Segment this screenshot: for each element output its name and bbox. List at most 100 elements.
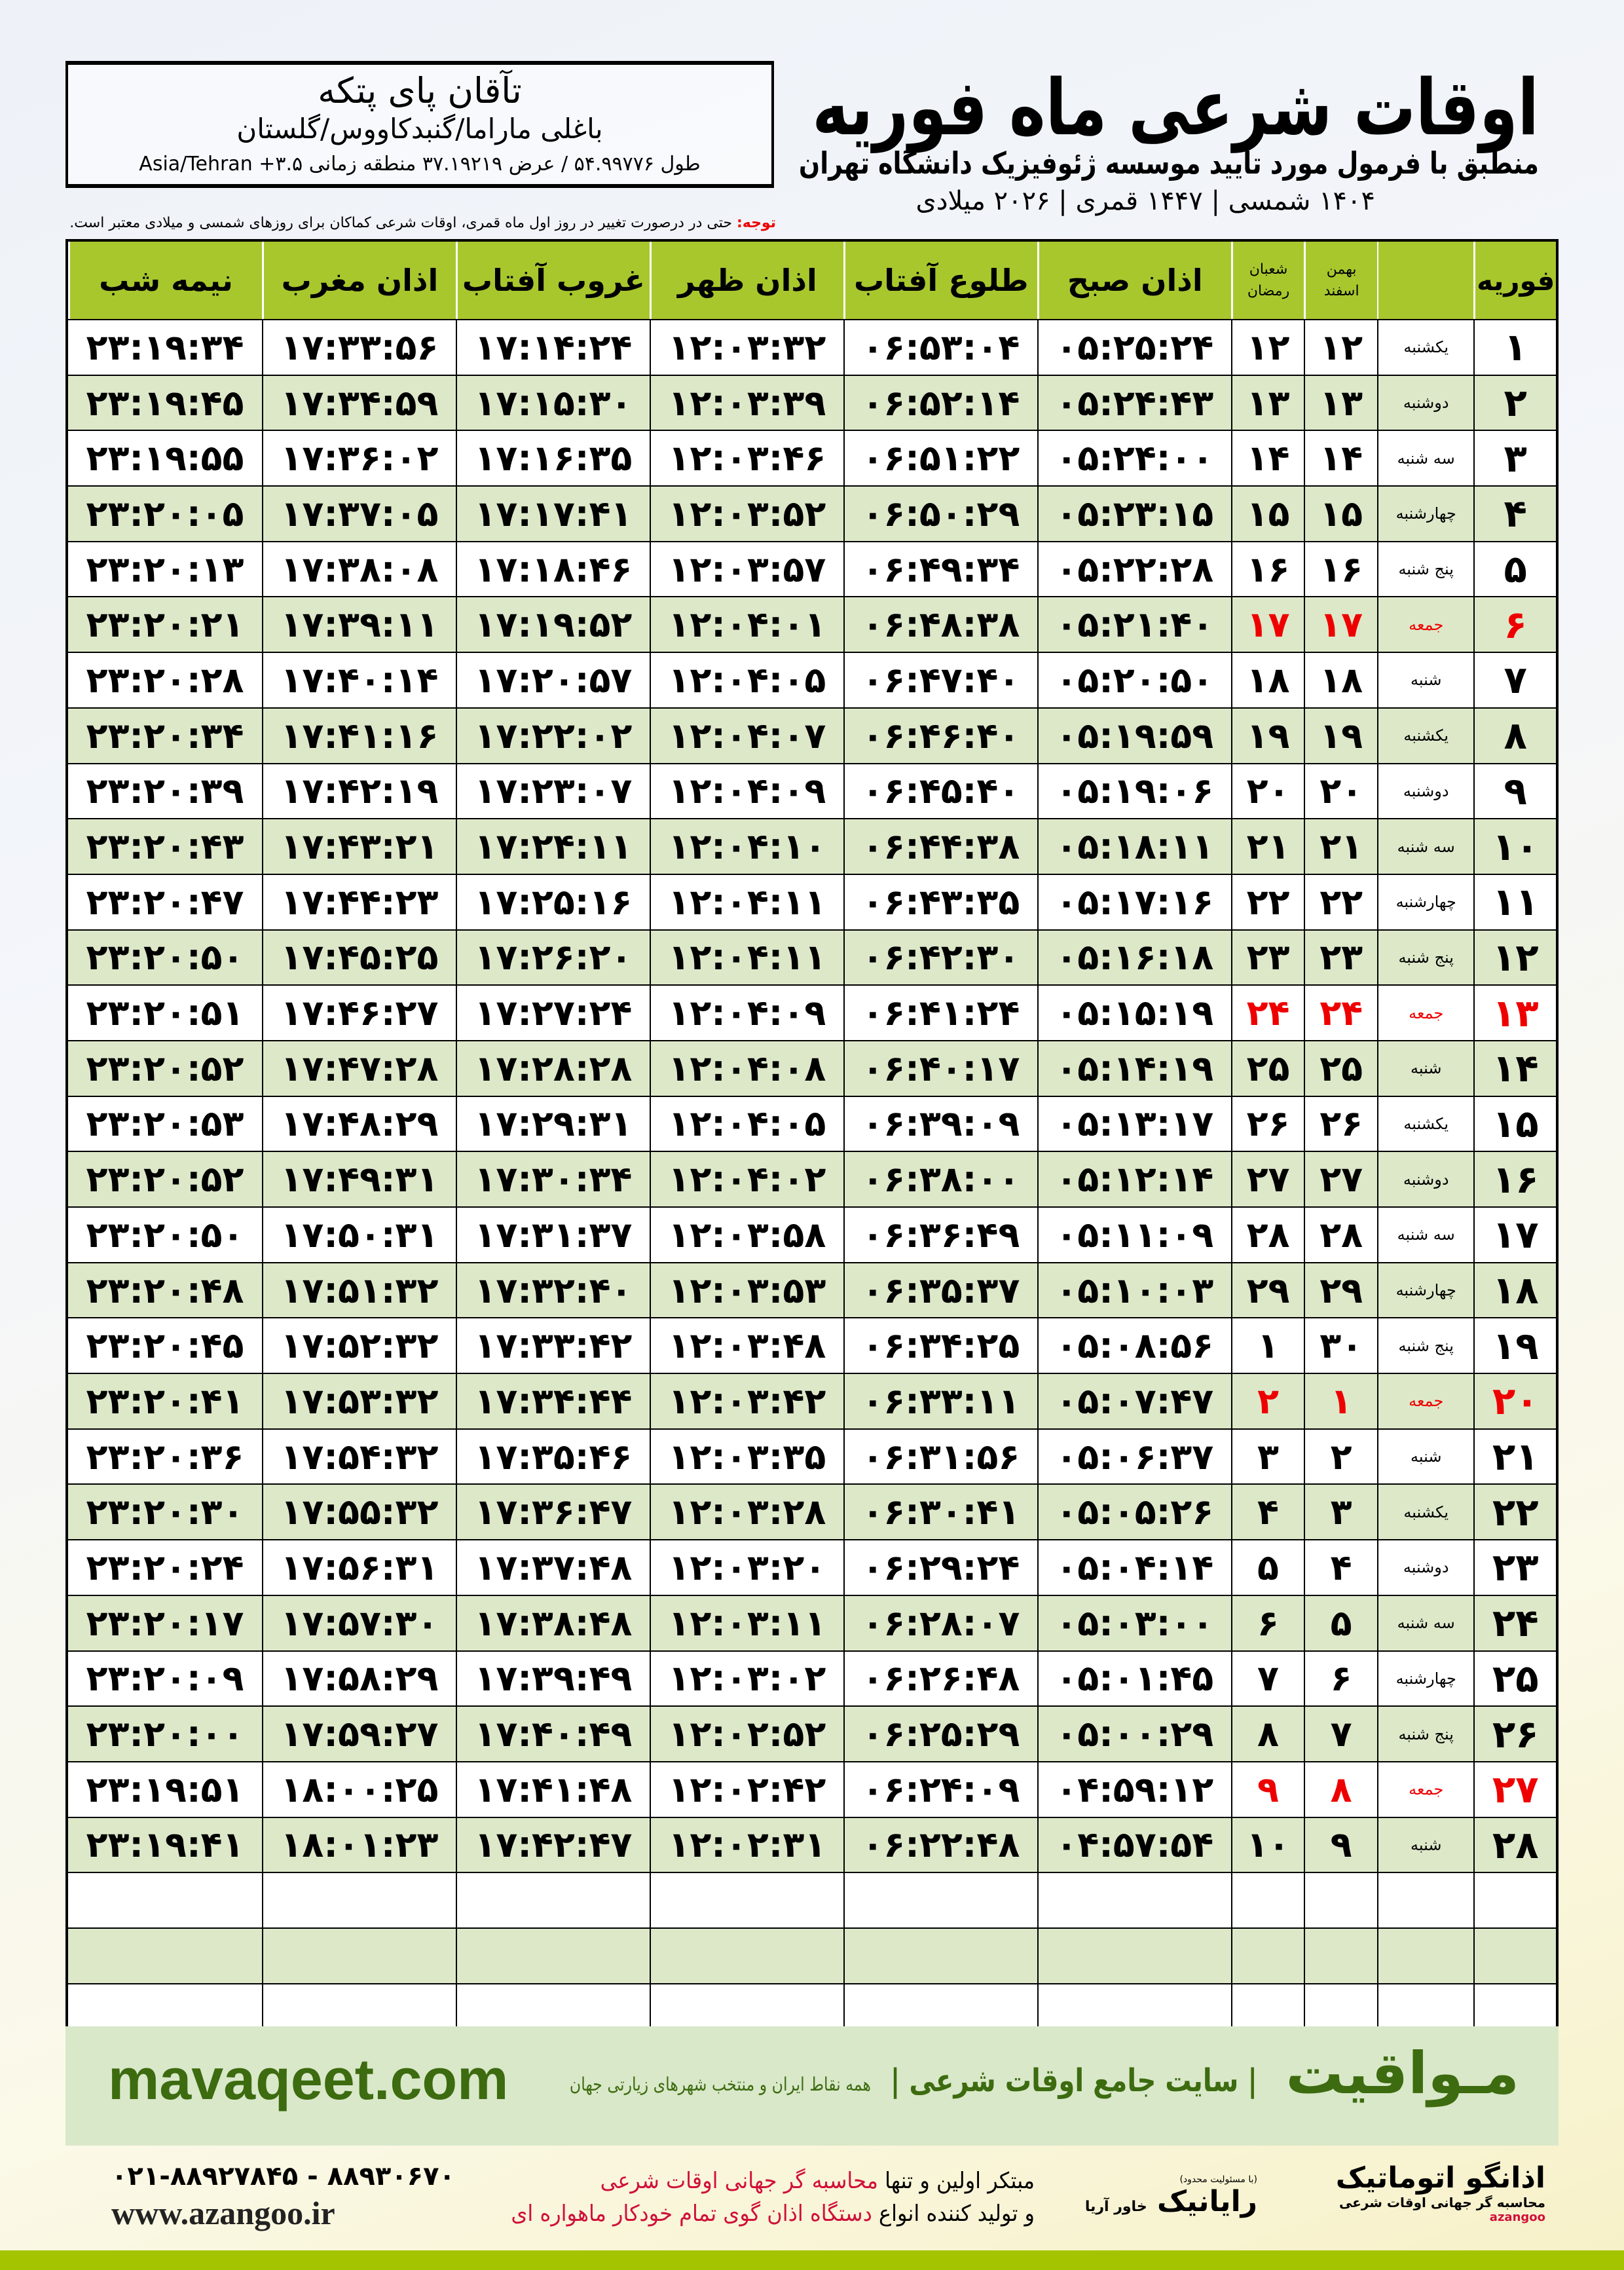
sunrise-cell: ۰۶:۴۶:۴۰	[843, 708, 1037, 763]
sunrise-cell: ۰۶:۴۹:۳۴	[843, 542, 1037, 597]
shamsi-day-cell: ۴	[1304, 1540, 1377, 1595]
dhuhr-cell: ۱۲:۰۲:۴۲	[649, 1762, 843, 1817]
fajr-cell: ۰۵:۰۰:۲۹	[1037, 1707, 1231, 1761]
hijri-day-cell: ۲۹	[1230, 1263, 1304, 1318]
fajr-cell: ۰۵:۱۹:۵۹	[1037, 708, 1231, 763]
sunrise-cell: ۰۶:۲۲:۴۸	[843, 1817, 1037, 1872]
logo2-note: (با مسئولیت محدود)	[1179, 2174, 1257, 2185]
fajr-cell: ۰۵:۰۳:۰۰	[1037, 1595, 1231, 1650]
sunset-cell: ۱۷:۱۹:۵۲	[455, 597, 650, 652]
shamsi-day-cell: ۲۷	[1304, 1152, 1377, 1206]
header-midnight: نیمه شب	[68, 242, 262, 319]
sunset-cell: ۱۷:۲۹:۳۱	[455, 1096, 650, 1151]
maghrib-cell: ۱۷:۴۷:۲۸	[261, 1041, 456, 1096]
maghrib-cell: ۱۷:۳۹:۱۱	[261, 597, 456, 652]
shamsi-day-cell: ۱۵	[1304, 487, 1377, 541]
midnight-cell	[68, 1929, 262, 1983]
prayer-times-table: فوریه بهمن اسفند شعبان رمضان اذان صبح طلوع…	[65, 239, 1559, 2041]
midnight-cell: ۲۳:۲۰:۱۳	[86, 548, 244, 590]
dhuhr-cell: ۱۲:۰۳:۴۶	[649, 431, 843, 486]
hijri-day-cell: ۲	[1230, 1374, 1304, 1428]
dhuhr-cell: ۱۲:۰۳:۲۰	[649, 1540, 843, 1595]
table-row: ۱۵ یکشنبه ۲۶ ۲۶ ۰۵:۱۳:۱۷ ۰۶:۳۹:۰۹ ۱۲:۰۴:۰۵ ۱۷:۲…	[68, 1095, 1556, 1151]
fajr-cell: ۰۵:۰۴:۱۴	[1037, 1540, 1231, 1595]
shamsi-day-cell: ۳۰	[1304, 1318, 1377, 1373]
fajr-cell: ۰۵:۱۴:۱۹	[1037, 1041, 1231, 1096]
weekday-cell: دوشنبه	[1376, 1152, 1473, 1206]
shamsi-day-cell	[1304, 1928, 1377, 1983]
weekday-cell: یکشنبه	[1376, 708, 1473, 763]
slogan: | سایت جامع اوقات شرعی |	[890, 2062, 1257, 2099]
dhuhr-cell: ۱۲:۰۲:۵۲	[649, 1707, 843, 1761]
maghrib-cell: ۱۷:۵۵:۳۲	[261, 1485, 456, 1540]
hijri-day-cell: ۹	[1230, 1762, 1304, 1817]
day-number-cell: ۷	[1473, 653, 1556, 707]
day-number-cell: ۲۶	[1473, 1707, 1556, 1761]
sunrise-cell: ۰۶:۵۲:۱۴	[843, 375, 1037, 430]
table-row: ۱۰ سه شنبه ۲۱ ۲۱ ۰۵:۱۸:۱۱ ۰۶:۴۴:۳۸ ۱۲:۰۴:۱۰ ۱۷:…	[68, 818, 1556, 874]
weekday-cell: سه شنبه	[1376, 431, 1473, 486]
day-number-cell: ۲	[1473, 375, 1556, 430]
site-link[interactable]: mavaqeet.com	[108, 2047, 509, 2112]
sunset-cell: ۱۷:۳۹:۴۹	[455, 1651, 650, 1706]
sunset-cell: ۱۷:۲۶:۲۰	[455, 930, 650, 985]
dhuhr-cell: ۱۲:۰۳:۳۵	[649, 1429, 843, 1484]
logo1-en: azangoo	[1489, 2210, 1545, 2224]
sunrise-cell: ۰۶:۳۶:۴۹	[843, 1208, 1037, 1262]
dhuhr-cell: ۱۲:۰۳:۵۷	[649, 542, 843, 597]
azangoo-logo: اذانگو اتوماتیک محاسبه گر جهانی اوقات شرع…	[1283, 2161, 1545, 2224]
sunrise-cell: ۰۶:۲۴:۰۹	[843, 1762, 1037, 1817]
weekday-cell: دوشنبه	[1376, 375, 1473, 430]
day-number-cell: ۸	[1473, 708, 1556, 763]
weekday-cell: سه شنبه	[1376, 1595, 1473, 1650]
dhuhr-cell: ۱۲:۰۳:۱۱	[649, 1595, 843, 1650]
dhuhr-cell: ۱۲:۰۴:۰۲	[649, 1152, 843, 1206]
hijri-day-cell: ۵	[1230, 1540, 1304, 1595]
midnight-cell: ۲۳:۲۰:۵۳	[86, 1103, 244, 1145]
day-number-cell: ۲۳	[1473, 1540, 1556, 1595]
sunset-cell: ۱۷:۳۶:۴۷	[455, 1485, 650, 1540]
weekday-cell	[1376, 1928, 1473, 1983]
shamsi-day-cell: ۱۷	[1304, 597, 1377, 652]
maghrib-cell: ۱۷:۳۶:۰۲	[261, 431, 456, 486]
table-row: ۸ یکشنبه ۱۹ ۱۹ ۰۵:۱۹:۵۹ ۰۶:۴۶:۴۰ ۱۲:۰۴:۰۷ ۱۷:۲۲…	[68, 707, 1556, 763]
shamsi-day-cell: ۲۱	[1304, 819, 1377, 874]
weekday-cell: یکشنبه	[1376, 320, 1473, 375]
dhuhr-cell: ۱۲:۰۲:۳۱	[649, 1817, 843, 1872]
location-box: تآقان پای پتکه باغلی ماراما/گنبدکاووس/گل…	[65, 61, 774, 188]
dhuhr-cell: ۱۲:۰۳:۴۸	[649, 1318, 843, 1373]
maghrib-cell: ۱۷:۴۳:۲۱	[261, 819, 456, 874]
azangoo-link[interactable]: www.azangoo.ir	[111, 2195, 335, 2231]
midnight-cell: ۲۳:۲۰:۵۲	[86, 1047, 244, 1089]
table-row: ۱۹ پنج شنبه ۳۰ ۱ ۰۵:۰۸:۵۶ ۰۶:۳۴:۲۵ ۱۲:۰۳:۴۸ ۱۷:…	[68, 1317, 1556, 1373]
sunset-cell: ۱۷:۴۰:۴۹	[455, 1707, 650, 1761]
dhuhr-cell	[649, 1873, 843, 1927]
table-row: ۲۰ جمعه ۱ ۲ ۰۵:۰۷:۴۷ ۰۶:۳۳:۱۱ ۱۲:۰۳:۴۲ ۱۷:۳۴:۴۴…	[68, 1373, 1556, 1428]
sunrise-cell: ۰۶:۴۱:۲۴	[843, 986, 1037, 1040]
fajr-cell	[1037, 1984, 1231, 2039]
header-maghrib: اذان مغرب	[261, 242, 456, 319]
midnight-cell: ۲۳:۱۹:۵۵	[86, 437, 244, 479]
rayanik-logo: (با مسئولیت محدود) رایانیک خاور آریا	[1061, 2174, 1257, 2218]
table-row: ۲۵ چهارشنبه ۶ ۷ ۰۵:۰۱:۴۵ ۰۶:۲۶:۴۸ ۱۲:۰۳:۰۲ ۱۷:۳…	[68, 1650, 1556, 1706]
sunset-cell: ۱۷:۲۰:۵۷	[455, 653, 650, 707]
location-coords: طول ۵۴.۹۹۷۷۶ / عرض ۳۷.۱۹۲۱۹ منطقه زمانی …	[139, 153, 701, 176]
fajr-cell: ۰۵:۱۰:۰۳	[1037, 1263, 1231, 1318]
dhuhr-cell: ۱۲:۰۴:۰۱	[649, 597, 843, 652]
sunrise-cell: ۰۶:۵۳:۰۴	[843, 320, 1037, 375]
weekday-cell: یکشنبه	[1376, 1096, 1473, 1151]
fajr-cell: ۰۵:۲۲:۲۸	[1037, 542, 1231, 597]
maghrib-cell: ۱۷:۵۶:۳۱	[261, 1540, 456, 1595]
sunrise-cell: ۰۶:۴۴:۳۸	[843, 819, 1037, 874]
maghrib-cell: ۱۸:۰۰:۲۵	[261, 1762, 456, 1817]
table-row: ۷ شنبه ۱۸ ۱۸ ۰۵:۲۰:۵۰ ۰۶:۴۷:۴۰ ۱۲:۰۴:۰۵ ۱۷:۲۰:۵…	[68, 652, 1556, 707]
dhuhr-cell: ۱۲:۰۴:۱۱	[649, 874, 843, 929]
day-number-cell	[1473, 1928, 1556, 1983]
shamsi-day-cell: ۹	[1304, 1817, 1377, 1872]
fajr-cell: ۰۵:۰۶:۳۷	[1037, 1429, 1231, 1484]
hijri-day-cell: ۳	[1230, 1429, 1304, 1484]
day-number-cell: ۱۰	[1473, 819, 1556, 874]
maghrib-cell: ۱۷:۳۷:۰۵	[261, 487, 456, 541]
table-row: ۱۶ دوشنبه ۲۷ ۲۷ ۰۵:۱۲:۱۴ ۰۶:۳۸:۰۰ ۱۲:۰۴:۰۲ ۱۷:۳…	[68, 1151, 1556, 1206]
maghrib-cell: ۱۷:۵۲:۳۲	[261, 1318, 456, 1373]
